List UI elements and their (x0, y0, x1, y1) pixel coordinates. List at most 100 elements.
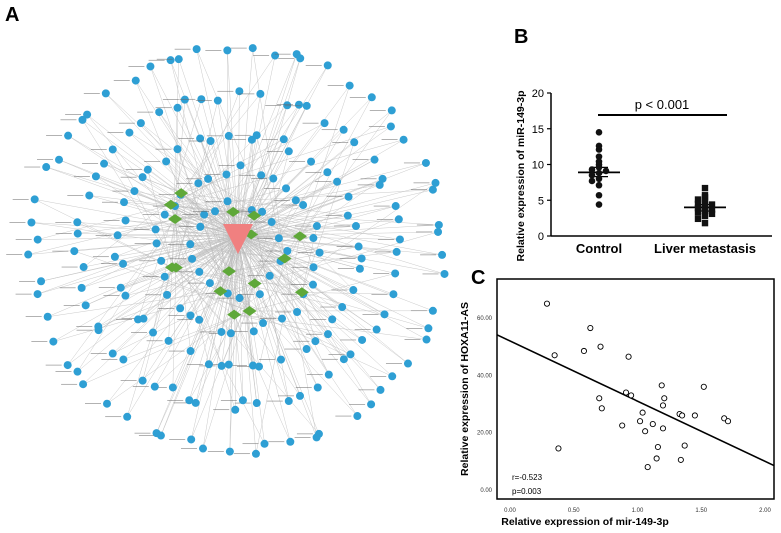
mirna-node (146, 62, 155, 71)
mirna-node (284, 397, 293, 406)
mirna-node (440, 269, 449, 278)
network-edge (253, 215, 282, 360)
network-edge (196, 49, 239, 237)
b-point-control (595, 181, 603, 189)
mirna-node (187, 435, 196, 444)
mirna-node (152, 239, 161, 248)
mirna-node (399, 135, 408, 144)
c-data-point (644, 464, 651, 471)
mirna-node (121, 216, 130, 225)
mirna-node (295, 391, 304, 400)
mirna-node (194, 179, 203, 188)
c-data-point (625, 353, 632, 360)
mirna-node (55, 155, 64, 164)
mirna-node (313, 383, 322, 392)
mirna-node (77, 283, 86, 292)
gene-node (247, 210, 262, 221)
gene-node (168, 262, 183, 273)
network-edge (299, 236, 314, 268)
network-edge (284, 219, 399, 259)
mirna-node (196, 222, 205, 231)
mirna-node (27, 218, 36, 227)
network-edge (177, 149, 239, 237)
network-edge (155, 211, 234, 230)
mirna-node (217, 327, 226, 336)
c-x-tick-label: 2.00 (759, 508, 771, 514)
mirna-node (64, 131, 73, 140)
network-edge (105, 93, 234, 213)
network-edge (237, 235, 291, 442)
network-edge (237, 235, 409, 364)
gene-node (277, 253, 292, 264)
mirna-node (186, 347, 195, 356)
network-edge (199, 235, 239, 273)
mirna-node (249, 327, 258, 336)
network-edge (229, 235, 239, 452)
b-point-liver-metastasis (701, 219, 709, 227)
mirna-node (206, 137, 215, 146)
mirna-node (296, 54, 305, 63)
mirna-node (389, 290, 398, 299)
c-data-point (659, 402, 667, 409)
network-edge (142, 176, 182, 194)
mirna-node (299, 201, 308, 210)
b-point-control (595, 201, 603, 208)
network-edge (67, 235, 239, 366)
mirna-node (94, 322, 103, 331)
mirna-node (252, 399, 261, 408)
network-edge (170, 204, 264, 324)
mirna-node (138, 376, 147, 385)
network-graph (6, 44, 449, 458)
network-edge (135, 80, 239, 237)
mirna-node (286, 437, 295, 446)
network-edge (237, 235, 303, 293)
mirna-node (49, 337, 58, 346)
network-edge (301, 292, 316, 342)
b-category-liver-metastasis: Liver metastasis (654, 241, 756, 256)
mirna-node (79, 380, 88, 389)
network-edge (106, 314, 235, 404)
mirna-node (351, 222, 360, 231)
c-data-point (658, 382, 665, 389)
mirna-node (333, 177, 342, 186)
mirna-node (236, 161, 245, 170)
network-edge (117, 235, 239, 237)
network-edge (299, 181, 338, 237)
network-edge (174, 218, 239, 237)
network-edge (237, 93, 261, 237)
mirna-node (138, 173, 147, 182)
b-point-control (595, 146, 603, 153)
mirna-node (421, 158, 430, 167)
mirna-node (265, 271, 274, 280)
mirna-node (343, 211, 352, 220)
mirna-node (258, 207, 267, 216)
network-edge (28, 218, 176, 255)
network-edge (228, 271, 429, 329)
mirna-node (302, 101, 311, 110)
mirna-node (370, 155, 379, 164)
mirna-node (278, 314, 287, 323)
network-edge (170, 139, 404, 205)
c-data-point (619, 422, 626, 429)
mirna-node (378, 174, 387, 183)
network-edge (147, 169, 173, 268)
mirna-node (103, 399, 112, 408)
mirna-node (134, 315, 143, 324)
b-point-control (595, 169, 603, 177)
mirna-node (428, 306, 437, 315)
mirna-node (231, 405, 240, 414)
mirna-node (136, 119, 145, 128)
mirna-node (101, 89, 110, 98)
network-edge (254, 215, 400, 240)
mirna-node (349, 286, 358, 295)
c-r-annotation: r=-0.523 (512, 473, 543, 482)
mirna-node (238, 396, 247, 405)
network-edge (251, 234, 409, 364)
mirna-node (197, 95, 206, 104)
network-edge (170, 99, 202, 205)
mirna-node (387, 106, 396, 115)
network-edge (237, 235, 283, 319)
network-edge (255, 236, 301, 454)
network-edge (168, 267, 173, 341)
mirna-node (155, 108, 164, 117)
